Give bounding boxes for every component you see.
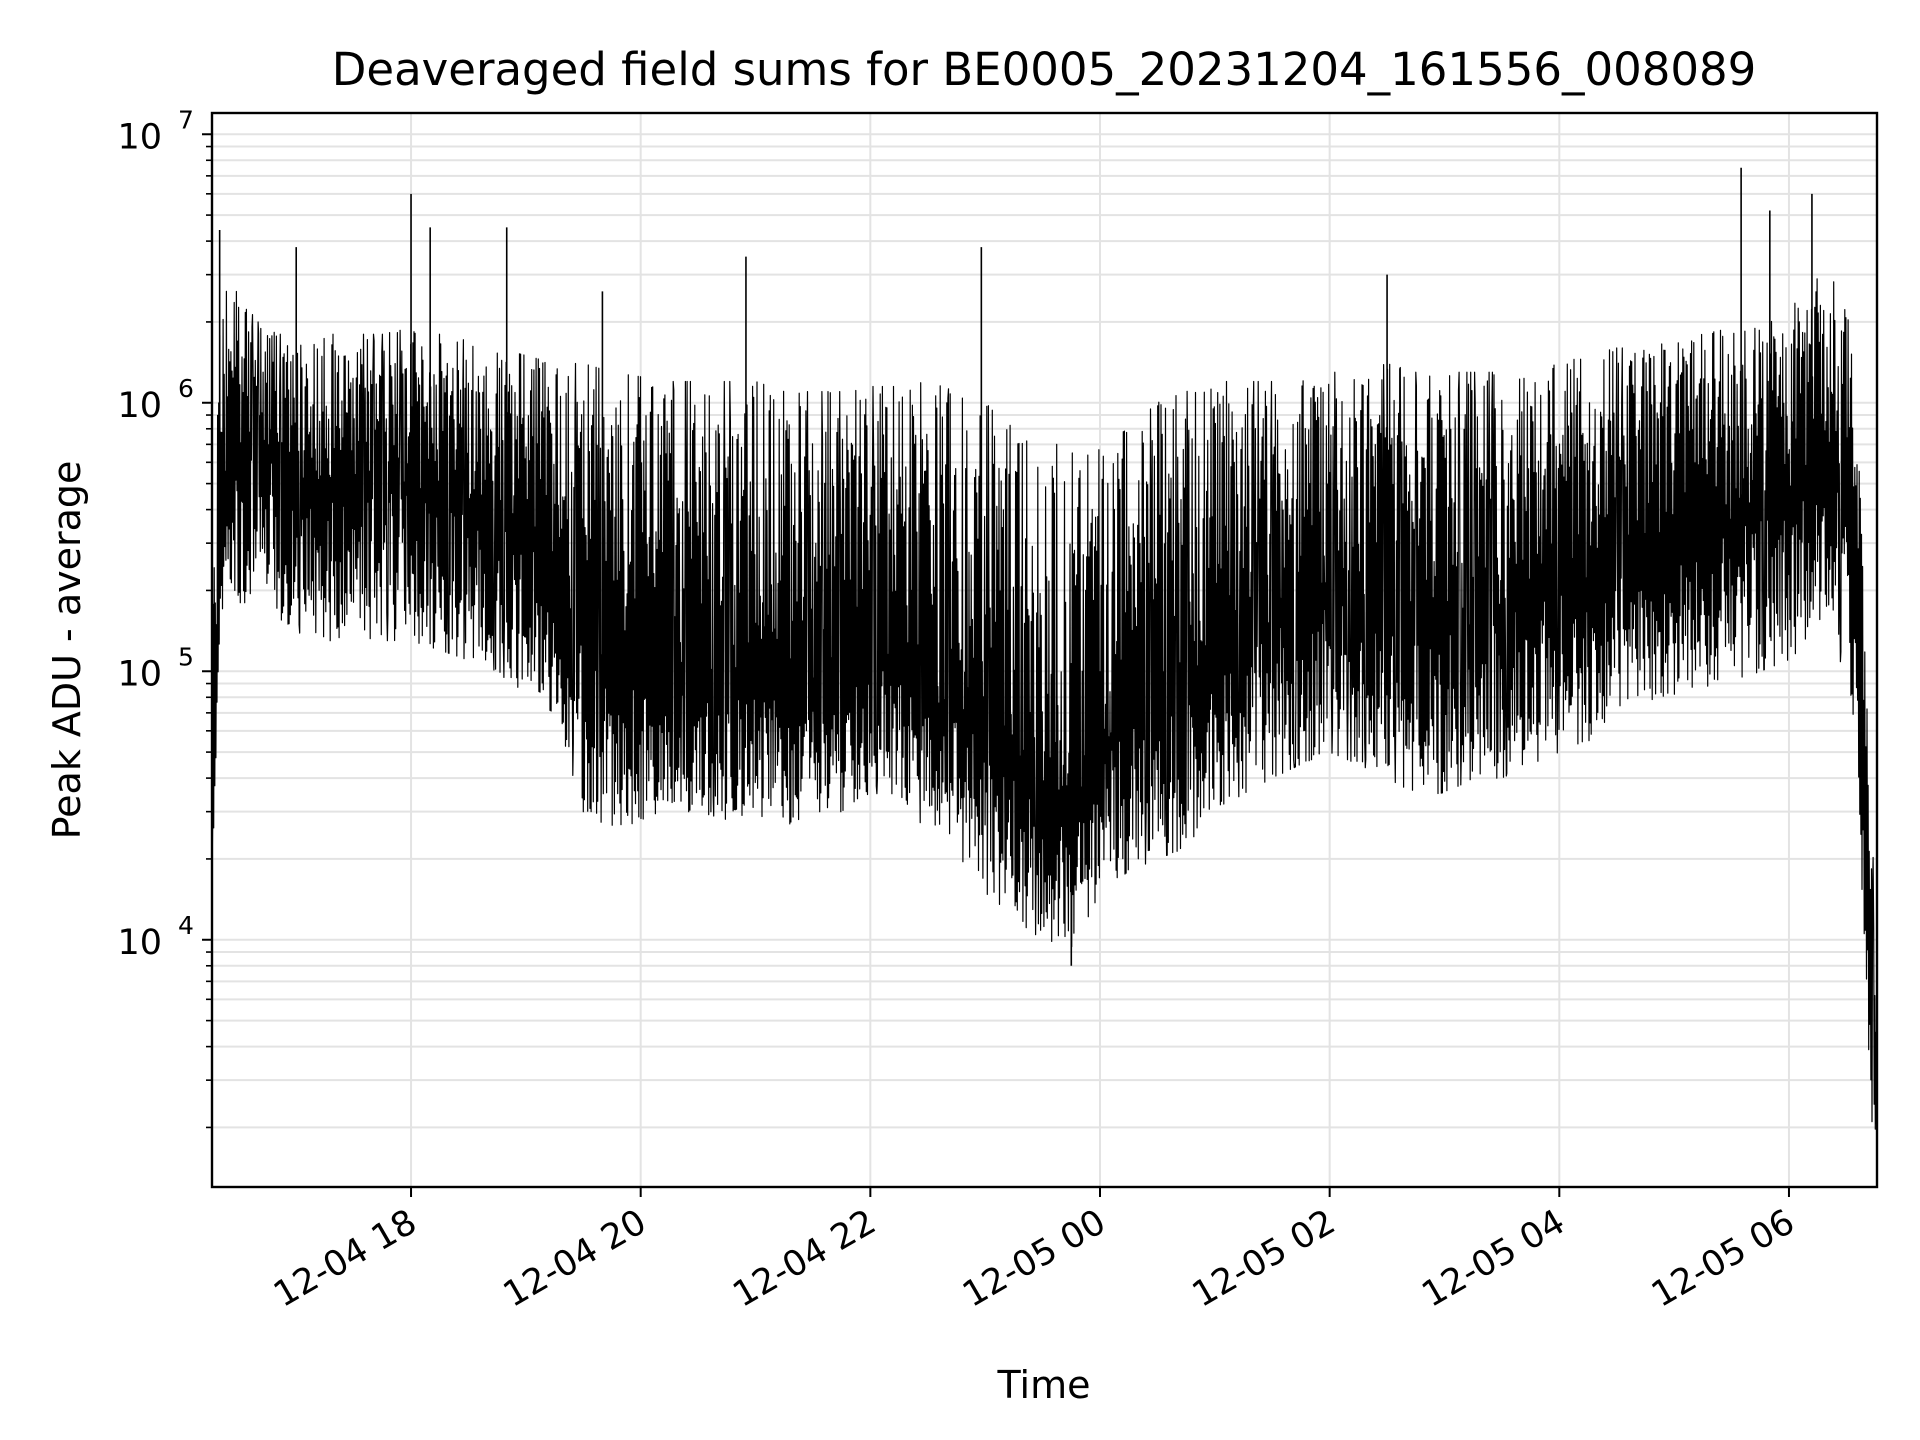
x-tick-label: 12-05 04 [1416,1202,1572,1315]
grid [212,113,1877,1187]
x-tick-label: 12-05 02 [1186,1202,1342,1315]
y-axis: 10 4 10 5 10 6 10 7 [117,105,212,1129]
y-tick-label: 10 [117,923,162,963]
x-tick-label: 12-04 22 [727,1202,883,1315]
y-tick-exponent: 6 [178,374,194,403]
y-tick-exponent: 4 [178,911,194,940]
plot-frame [210,111,1879,1189]
series-line [211,278,1878,1130]
y-tick-exponent: 7 [178,105,194,134]
y-tick-label: 10 [117,117,162,157]
x-tick-label: 12-05 00 [956,1202,1112,1315]
y-axis-label: Peak ADU - average [45,461,89,840]
x-tick-label: 12-04 20 [497,1202,653,1315]
y-tick-exponent: 5 [178,642,194,671]
x-axis: 12-04 18 12-04 20 12-04 22 12-05 00 12-05 02… [267,1187,1801,1315]
x-axis-label: Time [997,1363,1091,1407]
x-tick-label: 12-04 18 [267,1202,423,1315]
data-series [211,167,1878,1130]
y-tick-label: 10 [117,654,162,694]
y-tick-label: 10 [117,386,162,426]
chart-title: Deaveraged field sums for BE0005_2023120… [332,43,1757,96]
x-tick-label: 12-05 06 [1645,1202,1801,1315]
